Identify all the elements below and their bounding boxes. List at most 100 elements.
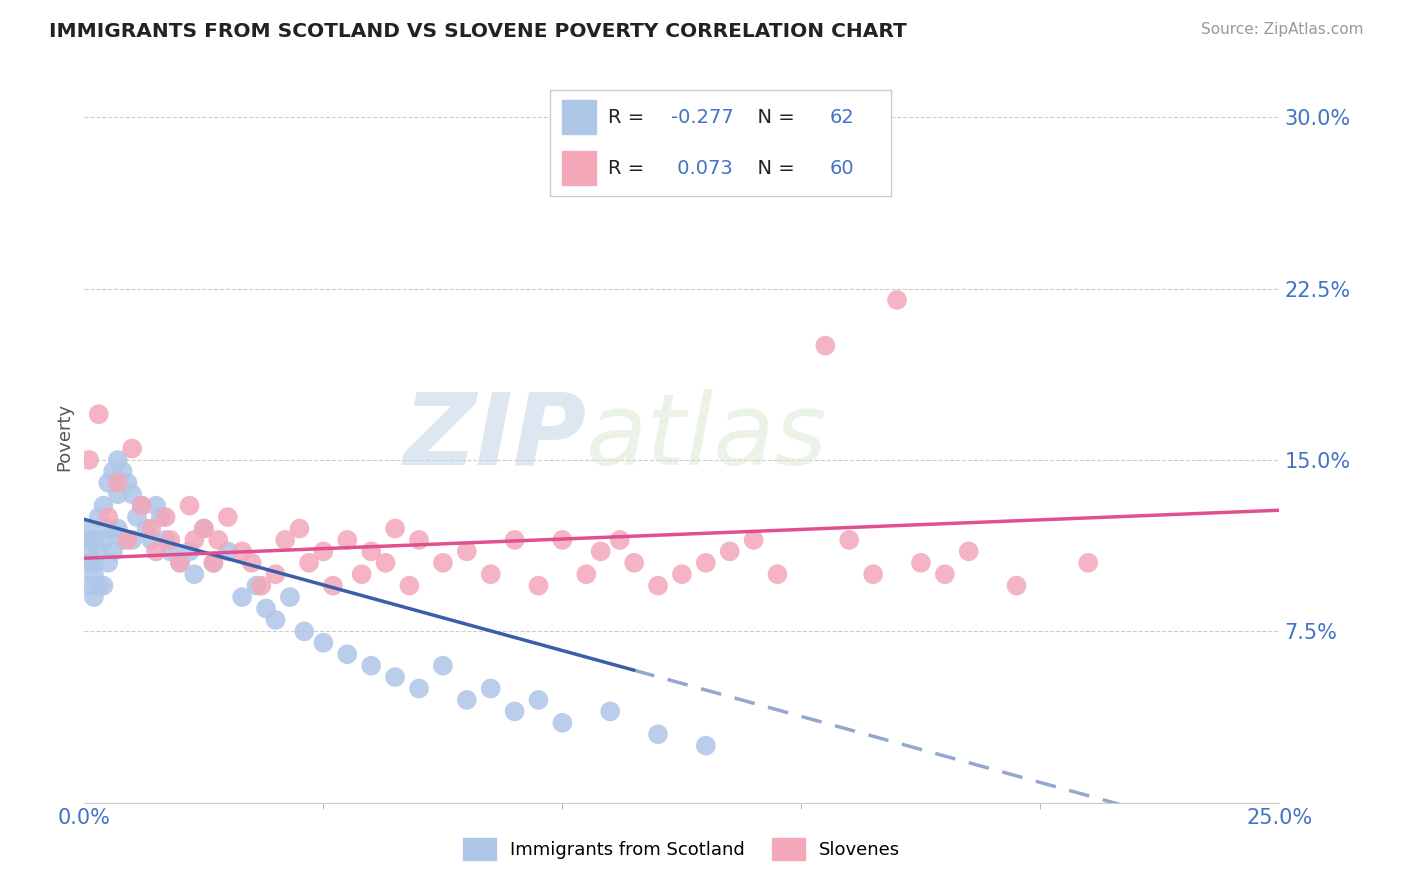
Point xyxy=(169,556,191,570)
Legend: Immigrants from Scotland, Slovenes: Immigrants from Scotland, Slovenes xyxy=(457,830,907,867)
Point xyxy=(790,167,813,181)
Point xyxy=(250,579,273,593)
Point xyxy=(527,579,550,593)
Point xyxy=(575,567,598,582)
Point xyxy=(125,510,148,524)
Point xyxy=(886,293,908,307)
Point xyxy=(83,556,105,570)
Point xyxy=(527,693,550,707)
Point xyxy=(141,533,163,547)
Point xyxy=(155,510,177,524)
Point xyxy=(398,579,420,593)
Point xyxy=(503,705,526,719)
Point xyxy=(83,533,105,547)
Point xyxy=(145,499,167,513)
Point xyxy=(336,533,359,547)
Point xyxy=(609,533,631,547)
Point xyxy=(202,556,225,570)
Point xyxy=(87,510,110,524)
Point xyxy=(1005,579,1028,593)
Point xyxy=(169,556,191,570)
Point xyxy=(107,475,129,490)
Point xyxy=(217,510,239,524)
Point xyxy=(179,499,201,513)
Point xyxy=(101,464,124,478)
Point xyxy=(838,533,860,547)
Point xyxy=(97,510,120,524)
Point xyxy=(647,727,669,741)
Point xyxy=(107,487,129,501)
Point xyxy=(145,544,167,558)
Point xyxy=(97,556,120,570)
Point xyxy=(254,601,277,615)
Point xyxy=(360,544,382,558)
Text: IMMIGRANTS FROM SCOTLAND VS SLOVENE POVERTY CORRELATION CHART: IMMIGRANTS FROM SCOTLAND VS SLOVENE POVE… xyxy=(49,22,907,41)
Point xyxy=(264,613,287,627)
Point xyxy=(298,556,321,570)
Point xyxy=(862,567,884,582)
Point xyxy=(159,544,181,558)
Point xyxy=(117,475,139,490)
Point xyxy=(231,590,253,604)
Point xyxy=(121,442,143,456)
Point xyxy=(479,567,502,582)
Point xyxy=(131,499,153,513)
Text: atlas: atlas xyxy=(586,389,828,485)
Point xyxy=(183,567,205,582)
Point xyxy=(141,521,163,535)
Point xyxy=(384,670,406,684)
Point xyxy=(111,533,134,547)
Point xyxy=(384,521,406,535)
Point xyxy=(207,533,229,547)
Point xyxy=(456,544,478,558)
Point xyxy=(179,544,201,558)
Point xyxy=(77,579,100,593)
Point xyxy=(155,533,177,547)
Point xyxy=(350,567,373,582)
Point xyxy=(83,590,105,604)
Point xyxy=(107,453,129,467)
Point xyxy=(149,510,172,524)
Point xyxy=(159,533,181,547)
Point xyxy=(647,579,669,593)
Point xyxy=(117,533,139,547)
Point xyxy=(121,487,143,501)
Point xyxy=(623,556,645,570)
Point xyxy=(264,567,287,582)
Point xyxy=(718,544,741,558)
Point xyxy=(408,681,430,696)
Point xyxy=(957,544,980,558)
Point xyxy=(374,556,396,570)
Text: ZIP: ZIP xyxy=(404,389,586,485)
Point xyxy=(77,533,100,547)
Point xyxy=(193,521,215,535)
Point xyxy=(77,453,100,467)
Point xyxy=(121,533,143,547)
Point xyxy=(278,590,301,604)
Point xyxy=(766,567,789,582)
Point xyxy=(245,579,267,593)
Point xyxy=(934,567,956,582)
Point xyxy=(240,556,263,570)
Point xyxy=(231,544,253,558)
Point xyxy=(135,521,157,535)
Point xyxy=(107,521,129,535)
Point xyxy=(217,544,239,558)
Point xyxy=(551,715,574,730)
Point xyxy=(599,705,621,719)
Point xyxy=(77,544,100,558)
Point xyxy=(93,499,115,513)
Point xyxy=(322,579,344,593)
Point xyxy=(87,544,110,558)
Point xyxy=(312,636,335,650)
Point xyxy=(87,579,110,593)
Text: Source: ZipAtlas.com: Source: ZipAtlas.com xyxy=(1201,22,1364,37)
Point xyxy=(183,533,205,547)
Point xyxy=(1077,556,1099,570)
Point xyxy=(93,579,115,593)
Y-axis label: Poverty: Poverty xyxy=(55,403,73,471)
Point xyxy=(432,556,454,570)
Point xyxy=(292,624,315,639)
Point xyxy=(111,464,134,478)
Point xyxy=(274,533,297,547)
